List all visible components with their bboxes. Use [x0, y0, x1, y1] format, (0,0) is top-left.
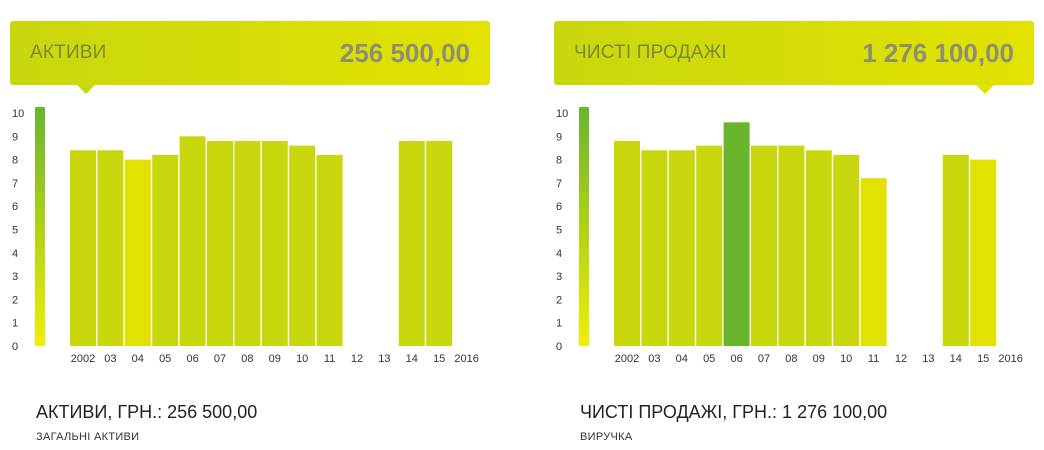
bar-10[interactable]: [833, 154, 860, 346]
bar-2002[interactable]: [614, 140, 640, 346]
y-tick-label: 10: [12, 108, 24, 120]
x-tick-label: 12: [895, 353, 907, 365]
footer-subtitle: ВИРУЧКА: [580, 431, 633, 443]
y-tick-label: 3: [12, 271, 18, 283]
assets-banner[interactable]: АКТИВИ 256 500,00: [10, 21, 490, 85]
x-tick-label: 07: [758, 353, 770, 365]
y-tick-label: 0: [556, 341, 562, 353]
bar-10[interactable]: [289, 145, 316, 346]
x-tick-label: 04: [132, 353, 144, 365]
x-tick-label: 15: [977, 353, 989, 365]
net-sales-banner[interactable]: ЧИСТІ ПРОДАЖІ 1 276 100,00: [554, 21, 1034, 85]
bar-11[interactable]: [316, 154, 343, 346]
x-tick-label: 11: [868, 353, 879, 365]
y-tick-label: 4: [12, 248, 18, 260]
bar-07[interactable]: [751, 145, 777, 346]
y-tick-label: 8: [12, 155, 18, 167]
bar-03[interactable]: [641, 150, 668, 346]
bar-06[interactable]: [723, 122, 750, 346]
y-tick-label: 3: [556, 271, 562, 283]
assets-panel: АКТИВИ 256 500,00 0 1 2 3 4 5 6 7 8 9 10 2002 03 04 05…: [0, 0, 490, 450]
footer-subtitle: ЗАГАЛЬНІ АКТИВИ: [36, 431, 140, 443]
banner-label: ЧИСТІ ПРОДАЖІ: [574, 42, 727, 63]
x-tick-label: 12: [351, 353, 363, 365]
banner-label: АКТИВИ: [30, 42, 107, 63]
y-tick-label: 1: [12, 318, 18, 330]
y-tick-label: 4: [556, 248, 562, 260]
y-tick-label: 8: [556, 155, 562, 167]
x-tick-label: 2016: [454, 353, 478, 365]
banner-pointer: [77, 85, 95, 94]
x-tick-label: 07: [214, 353, 226, 365]
bar-15[interactable]: [970, 159, 997, 346]
bar-04[interactable]: [668, 150, 695, 346]
y-tick-label: 0: [12, 341, 18, 353]
banner-value: 256 500,00: [339, 37, 470, 68]
x-tick-label: 10: [840, 353, 852, 365]
x-tick-label: 03: [648, 353, 660, 365]
bar-07[interactable]: [207, 140, 233, 346]
bar-09[interactable]: [261, 140, 288, 346]
x-tick-label: 05: [703, 353, 715, 365]
y-tick-label: 7: [12, 178, 18, 190]
x-tick-label: 08: [241, 353, 253, 365]
color-scale-bar: [579, 107, 589, 346]
x-tick-label: 06: [730, 353, 742, 365]
y-tick-label: 6: [12, 201, 18, 213]
y-tick-label: 6: [556, 201, 562, 213]
bar-09[interactable]: [805, 150, 832, 346]
y-tick-label: 1: [556, 318, 562, 330]
x-tick-label: 09: [269, 353, 281, 365]
bar-14[interactable]: [398, 140, 425, 346]
banner-pointer: [976, 85, 994, 94]
x-tick-label: 05: [159, 353, 171, 365]
x-tick-label: 2002: [71, 353, 95, 365]
y-tick-label: 2: [556, 294, 562, 306]
x-tick-label: 04: [676, 353, 688, 365]
bar-08[interactable]: [234, 140, 261, 346]
y-tick-label: 9: [12, 131, 18, 143]
bar-14[interactable]: [942, 154, 969, 346]
x-tick-label: 08: [785, 353, 797, 365]
y-tick-label: 2: [12, 294, 18, 306]
x-tick-label: 15: [433, 353, 445, 365]
bar-06[interactable]: [179, 136, 206, 346]
bar-05[interactable]: [152, 154, 179, 346]
y-tick-label: 5: [556, 225, 562, 237]
x-tick-label: 13: [378, 353, 390, 365]
bar-2002[interactable]: [70, 150, 96, 346]
x-tick-label: 2002: [615, 353, 639, 365]
bar-05[interactable]: [696, 145, 723, 346]
footer-title: ЧИСТІ ПРОДАЖІ, ГРН.: 1 276 100,00: [580, 402, 888, 422]
x-tick-label: 10: [296, 353, 308, 365]
bar-03[interactable]: [97, 150, 124, 346]
net-sales-panel: ЧИСТІ ПРОДАЖІ 1 276 100,00 0 1 2 3 4 5 6 7 8 9 10 2…: [544, 0, 1034, 450]
bar-15[interactable]: [426, 140, 453, 346]
banner-value: 1 276 100,00: [862, 37, 1014, 68]
x-tick-label: 13: [922, 353, 934, 365]
footer-title: АКТИВИ, ГРН.: 256 500,00: [36, 402, 258, 422]
color-scale-bar: [35, 107, 45, 346]
y-tick-label: 10: [556, 108, 568, 120]
bar-04[interactable]: [124, 159, 151, 346]
x-tick-label: 03: [104, 353, 116, 365]
bar-08[interactable]: [778, 145, 805, 346]
x-tick-label: 09: [813, 353, 825, 365]
bar-11[interactable]: [860, 178, 887, 346]
x-tick-label: 14: [406, 353, 418, 365]
x-tick-label: 06: [186, 353, 198, 365]
x-tick-label: 14: [950, 353, 962, 365]
x-tick-label: 2016: [998, 353, 1022, 365]
y-tick-label: 9: [556, 131, 562, 143]
y-tick-label: 7: [556, 178, 562, 190]
y-tick-label: 5: [12, 225, 18, 237]
x-tick-label: 11: [324, 353, 335, 365]
